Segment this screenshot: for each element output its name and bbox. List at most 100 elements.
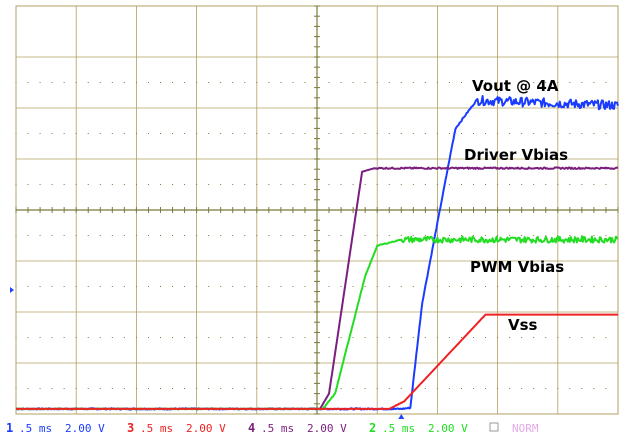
grid-dot (533, 337, 535, 338)
grid-dot (135, 133, 137, 134)
grid-dot (63, 286, 65, 287)
grid-dot (412, 184, 414, 185)
grid-dot (352, 388, 354, 389)
trigger-marker-bottom-icon (398, 414, 405, 419)
grid-dot (196, 388, 198, 389)
grid-dot (220, 286, 222, 287)
grid-dot (75, 235, 77, 236)
grid-dot (172, 133, 174, 134)
status-mode: NORM (512, 422, 539, 435)
grid-dot (75, 133, 77, 134)
grid-dot (232, 286, 234, 287)
grid-dot (569, 235, 571, 236)
trace-label-1: Vout @ 4A (472, 77, 559, 95)
grid-dot (232, 184, 234, 185)
grid-dot (424, 388, 426, 389)
channel-volts: 2.00 V (65, 422, 105, 435)
grid-dot (159, 337, 161, 338)
grid-dot (75, 82, 77, 83)
grid-dot (497, 133, 499, 134)
grid-dot (605, 235, 607, 236)
channel-volts: 2.00 V (307, 422, 347, 435)
channel-volts: 2.00 V (428, 422, 468, 435)
grid-dot (352, 337, 354, 338)
grid-dot (244, 286, 246, 287)
grid-dot (147, 388, 149, 389)
grid-dot (436, 184, 438, 185)
grid-dot (87, 337, 89, 338)
trace-label-3: PWM Vbias (470, 258, 564, 276)
grid-dot (75, 286, 77, 287)
grid-dot (184, 235, 186, 236)
grid-dot (27, 133, 29, 134)
grid-dot (292, 133, 294, 134)
grid-dot (569, 184, 571, 185)
grid-dot (545, 388, 547, 389)
grid-dot (328, 184, 330, 185)
grid-dot (460, 388, 462, 389)
channel-number: 2 (369, 421, 376, 435)
grid-dot (436, 337, 438, 338)
grid-dot (569, 388, 571, 389)
grid-dot (159, 133, 161, 134)
grid-dot (63, 82, 65, 83)
grid-dot (196, 133, 198, 134)
grid-dot (593, 235, 595, 236)
grid-dot (232, 133, 234, 134)
grid-dot (400, 184, 402, 185)
grid-dot (51, 133, 53, 134)
grid-dot (196, 82, 198, 83)
grid-dot (364, 133, 366, 134)
grid-dot (412, 235, 414, 236)
grid-dot (172, 337, 174, 338)
grid-dot (364, 286, 366, 287)
grid-dot (256, 184, 258, 185)
channel-timebase: .5 ms (19, 422, 52, 435)
grid-dot (87, 388, 89, 389)
grid-dot (436, 235, 438, 236)
grid-dot (220, 82, 222, 83)
grid-dot (328, 82, 330, 83)
grid-dot (557, 286, 559, 287)
grid-dot (509, 286, 511, 287)
grid-dot (208, 388, 210, 389)
grid-dot (99, 133, 101, 134)
grid-dot (123, 133, 125, 134)
grid-dot (15, 184, 17, 185)
grid-dot (99, 286, 101, 287)
grid-dot (51, 337, 53, 338)
grid-dot (184, 337, 186, 338)
grid-dot (39, 286, 41, 287)
grid-dot (280, 388, 282, 389)
grid-dot (15, 286, 17, 287)
grid-dot (220, 133, 222, 134)
grid-dot (159, 286, 161, 287)
grid-dot (400, 388, 402, 389)
grid-dot (352, 133, 354, 134)
grid-dot (412, 286, 414, 287)
grid-dot (51, 235, 53, 236)
grid-dot (304, 133, 306, 134)
grid-dot (304, 235, 306, 236)
grid-dot (27, 388, 29, 389)
status-box-icon (489, 422, 499, 432)
grid-dot (172, 235, 174, 236)
grid-dot (208, 82, 210, 83)
grid-dot (328, 337, 330, 338)
grid-dot (328, 286, 330, 287)
grid-dot (340, 337, 342, 338)
grid-dot (220, 388, 222, 389)
grid-dot (364, 184, 366, 185)
grid-dot (111, 235, 113, 236)
grid-dot (208, 337, 210, 338)
grid-dot (436, 133, 438, 134)
grid-dot (424, 337, 426, 338)
grid-dot (39, 133, 41, 134)
grid-dot (340, 82, 342, 83)
grid-dot (268, 82, 270, 83)
grid-dot (521, 286, 523, 287)
grid-dot (388, 184, 390, 185)
grid-dot (460, 133, 462, 134)
grid-dot (448, 337, 450, 338)
grid-dot (497, 82, 499, 83)
